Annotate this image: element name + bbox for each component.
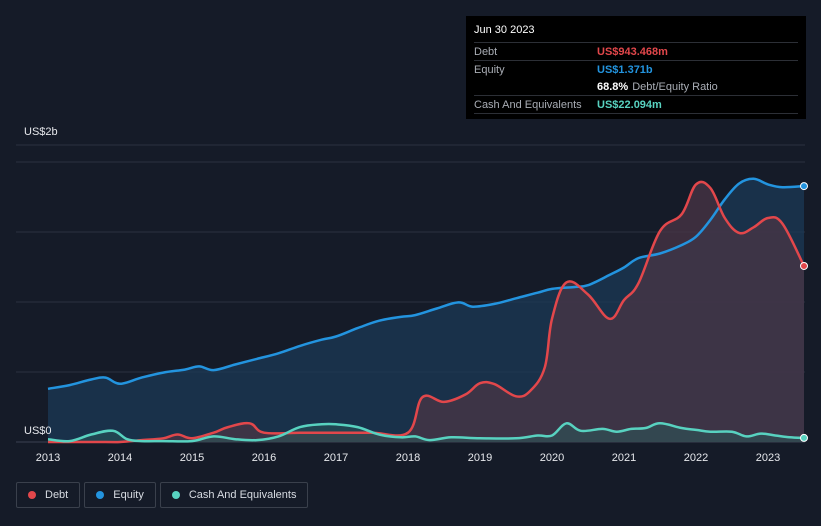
legend-debt-label: Debt bbox=[45, 489, 69, 501]
legend-item-equity[interactable]: Equity bbox=[84, 482, 156, 508]
legend-equity-label: Equity bbox=[113, 489, 144, 501]
x-tick-label: 2021 bbox=[612, 452, 636, 464]
equity-line bbox=[47, 177, 805, 391]
x-tick-label: 2023 bbox=[756, 452, 780, 464]
tooltip-cash-label: Cash And Equivalents bbox=[474, 98, 582, 111]
y-tick-label-zero: US$0 bbox=[24, 425, 52, 437]
x-tick-label: 2016 bbox=[252, 452, 276, 464]
x-tick-label: 2022 bbox=[684, 452, 708, 464]
tooltip-debt-label: Debt bbox=[474, 45, 498, 58]
chart-legend: Debt Equity Cash And Equivalents bbox=[16, 482, 309, 508]
tooltip-ratio-value: 68.8% bbox=[597, 80, 629, 93]
debt-endpoint bbox=[800, 261, 808, 270]
legend-item-debt[interactable]: Debt bbox=[16, 482, 81, 508]
tooltip-row-equity: Equity US$1.371b bbox=[474, 60, 798, 78]
x-tick-label: 2014 bbox=[108, 452, 132, 464]
y-tick-label-max: US$2b bbox=[24, 126, 58, 138]
x-tick-label: 2017 bbox=[324, 452, 348, 464]
debt-dot-icon bbox=[28, 491, 36, 499]
debt-line bbox=[48, 180, 806, 444]
cash-area bbox=[48, 423, 804, 442]
cash-line bbox=[47, 422, 805, 443]
x-tick-label: 2018 bbox=[396, 452, 420, 464]
x-tick-label: 2015 bbox=[180, 452, 204, 464]
tooltip-date: Jun 30 2023 bbox=[474, 24, 535, 36]
tooltip-cash-value: US$22.094m bbox=[597, 98, 662, 111]
debt-area bbox=[48, 181, 804, 443]
tooltip-equity-value: US$1.371b bbox=[597, 63, 653, 76]
tooltip-row-ratio: 68.8% Debt/Equity Ratio bbox=[474, 78, 798, 95]
tooltip-ratio-label: Debt/Equity Ratio bbox=[632, 80, 718, 93]
equity-dot-icon bbox=[96, 491, 105, 499]
legend-item-cash[interactable]: Cash And Equivalents bbox=[159, 482, 309, 508]
tooltip-equity-label: Equity bbox=[474, 63, 505, 76]
x-tick-label: 2019 bbox=[468, 452, 492, 464]
data-tooltip: Jun 30 2023 Debt US$943.468m Equity US$1… bbox=[466, 16, 806, 119]
cash-dot-icon bbox=[171, 491, 180, 499]
x-tick-label: 2013 bbox=[36, 452, 60, 464]
x-tick-label: 2020 bbox=[540, 452, 564, 464]
cash-endpoint bbox=[800, 433, 808, 442]
tooltip-row-cash: Cash And Equivalents US$22.094m bbox=[474, 95, 798, 114]
tooltip-debt-value: US$943.468m bbox=[597, 45, 668, 58]
equity-endpoint bbox=[800, 182, 808, 191]
legend-cash-label: Cash And Equivalents bbox=[188, 489, 297, 501]
tooltip-row-debt: Debt US$943.468m bbox=[474, 42, 798, 60]
